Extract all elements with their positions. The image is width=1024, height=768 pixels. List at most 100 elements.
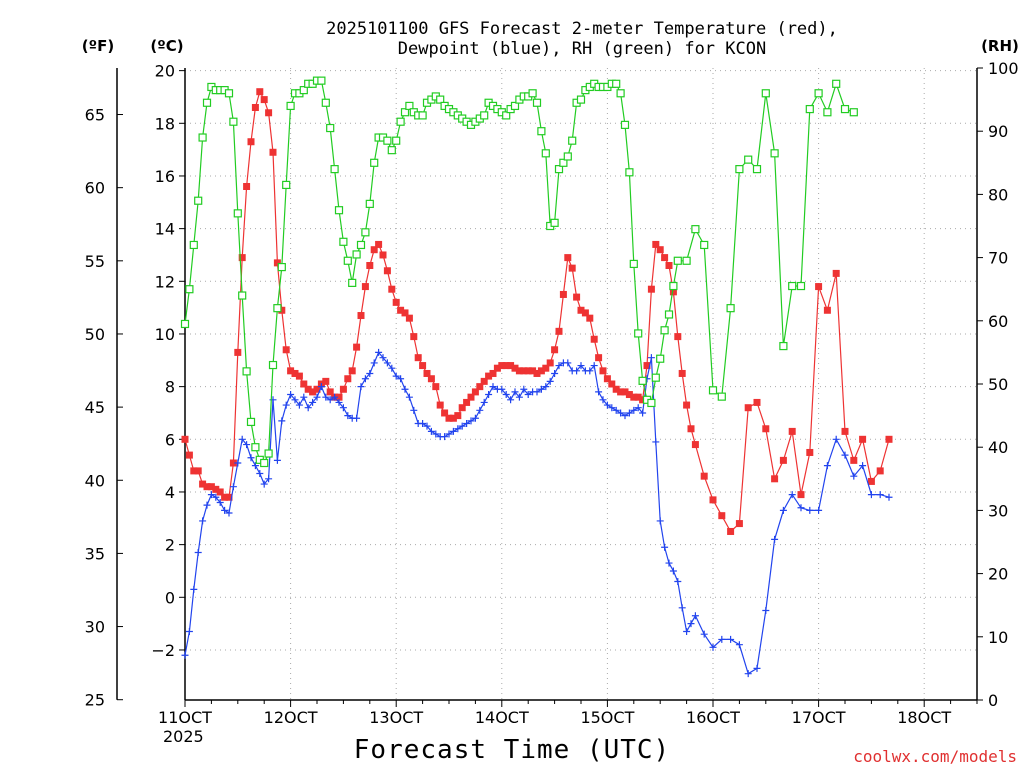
rh-point	[277, 262, 286, 272]
temperature-point	[216, 488, 224, 496]
dewpoint-point	[432, 430, 440, 438]
temperature-point	[867, 477, 875, 485]
temperature-point	[815, 283, 823, 291]
dewpoint-point	[507, 396, 515, 404]
rh-point	[554, 165, 564, 174]
temperature-point	[529, 367, 537, 375]
rh-point	[717, 392, 726, 401]
rh-point	[528, 89, 537, 98]
rh-point	[620, 120, 630, 129]
temperature-point	[181, 435, 189, 443]
dewpoint-point	[797, 504, 805, 512]
site-credit: coolwx.com/models	[853, 747, 1017, 766]
dewpoint-point	[207, 491, 215, 499]
dewpoint-point	[313, 393, 321, 401]
temperature-point	[647, 285, 655, 293]
temperature-point	[850, 456, 858, 464]
dewpoint-point	[815, 506, 823, 514]
temperature-point	[498, 362, 506, 370]
grid-lines	[185, 68, 977, 700]
dewpoint-point	[471, 414, 479, 422]
rh-point	[502, 111, 511, 120]
rh-point	[387, 146, 396, 155]
temperature-point	[445, 414, 453, 422]
rh-point	[660, 326, 669, 335]
dewpoint-point	[647, 354, 655, 362]
temperature-point	[436, 401, 444, 409]
dewpoint-point	[564, 359, 572, 367]
dewpoint-point	[445, 430, 453, 438]
dewpoint-point	[353, 414, 361, 422]
dewpoint-point	[573, 367, 581, 375]
rh-tick-label: 10	[988, 628, 1008, 647]
dewpoint-point	[586, 367, 594, 375]
dewpoint-point	[546, 377, 554, 385]
temperature-point	[353, 343, 361, 351]
dewpoint-point	[419, 420, 427, 427]
rh-point	[651, 373, 660, 382]
dewpoint-point	[265, 475, 273, 483]
dewpoint-point	[441, 433, 449, 441]
rh-point	[682, 256, 691, 265]
temperature-point	[661, 254, 669, 262]
dewpoint-point	[515, 393, 523, 401]
dewpoint-point	[771, 535, 779, 543]
fahrenheit-tick-label: 35	[85, 544, 105, 563]
temperature-point	[665, 262, 673, 269]
dewpoint-point	[331, 393, 339, 401]
temperature-point	[414, 354, 422, 362]
rh-point	[282, 180, 291, 190]
dewpoint-point	[617, 409, 625, 417]
rh-point	[629, 259, 638, 269]
dewpoint-point	[779, 506, 787, 514]
dewpoint-point	[542, 383, 550, 391]
rh-point	[752, 165, 762, 174]
rh-point	[317, 76, 326, 85]
temperature-point	[687, 425, 695, 433]
temperature-point	[243, 183, 251, 190]
rh-tick-label: 60	[988, 312, 1008, 331]
rh-point	[691, 225, 700, 234]
temperature-point	[533, 369, 541, 377]
temperature-point	[489, 369, 497, 377]
year-label: 2025	[163, 727, 204, 746]
dewpoint-point	[273, 456, 281, 464]
rh-point	[832, 79, 841, 88]
rh-tick-label: 40	[988, 438, 1008, 457]
rh-point	[392, 136, 401, 145]
dewpoint-point	[718, 635, 726, 643]
temperature-point	[502, 362, 510, 370]
temperature-point	[229, 459, 237, 467]
temperature-point	[207, 483, 215, 491]
time-tick-label: 11OCT	[158, 708, 212, 727]
dewpoint-point	[238, 435, 246, 443]
temperature-point	[392, 298, 400, 306]
dewpoint-point	[212, 493, 220, 501]
rh-point	[638, 376, 647, 385]
temperature-point	[260, 96, 268, 104]
rh-point	[273, 304, 282, 313]
dewpoint-point	[449, 427, 457, 435]
dewpoint-point	[850, 472, 858, 480]
rh-point	[761, 89, 770, 98]
temperature-point	[295, 372, 303, 380]
temperature-point	[511, 364, 519, 372]
dewpoint-point	[555, 362, 563, 370]
rh-point	[202, 98, 212, 107]
temperature-point	[586, 314, 594, 322]
temperature-series	[181, 88, 893, 535]
temperature-point	[313, 385, 321, 393]
temperature-point	[278, 306, 286, 314]
rh-point	[673, 256, 682, 265]
temperature-point	[256, 88, 264, 96]
dewpoint-point	[458, 422, 466, 430]
temperature-point	[427, 375, 435, 383]
dewpoint-point	[735, 641, 743, 649]
temperature-point	[291, 369, 299, 377]
rh-point	[625, 168, 634, 177]
temperature-point	[546, 359, 554, 367]
dewpoint-point	[480, 398, 488, 406]
temperature-point	[304, 385, 312, 393]
temperature-point	[449, 414, 457, 422]
temperature-point	[401, 309, 409, 317]
